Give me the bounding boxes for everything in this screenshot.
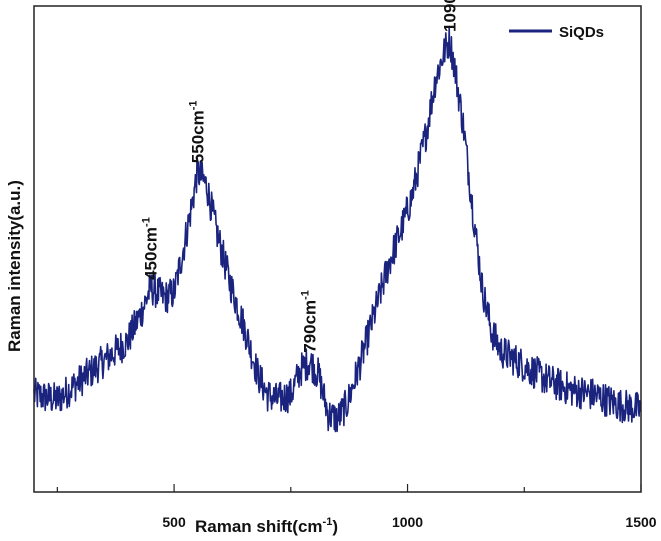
y-axis-title: Raman intensity(a.u.) bbox=[5, 180, 24, 352]
peak-label-550: 550cm-1 bbox=[187, 100, 207, 163]
series-line-siqds bbox=[33, 25, 642, 433]
x-axis-title-main: Raman shift(cm bbox=[195, 517, 323, 536]
peak-label-1090: 1090cm-1 bbox=[440, 0, 460, 32]
series-polyline-siqds bbox=[33, 25, 642, 433]
x-tick-label-1000: 1000 bbox=[392, 514, 423, 530]
x-tick-label-500: 500 bbox=[162, 514, 186, 530]
legend-label-siqds: SiQDs bbox=[559, 24, 604, 41]
x-axis-title-sup: -1 bbox=[323, 516, 333, 528]
plot-frame bbox=[33, 5, 642, 493]
peak-label-790: 790cm-1 bbox=[300, 290, 320, 353]
x-tick-label-1500: 1500 bbox=[625, 514, 656, 530]
x-axis-title: Raman shift(cm-1) bbox=[195, 516, 338, 536]
legend: SiQDs bbox=[509, 24, 604, 41]
peak-label-450: 450cm-1 bbox=[141, 217, 161, 280]
x-axis-title-tail: ) bbox=[332, 517, 338, 536]
peak-annotations: 450cm-1 550cm-1 790cm-1 1090cm-1 bbox=[141, 0, 460, 353]
x-axis: 500 1000 1500 bbox=[56, 484, 657, 530]
